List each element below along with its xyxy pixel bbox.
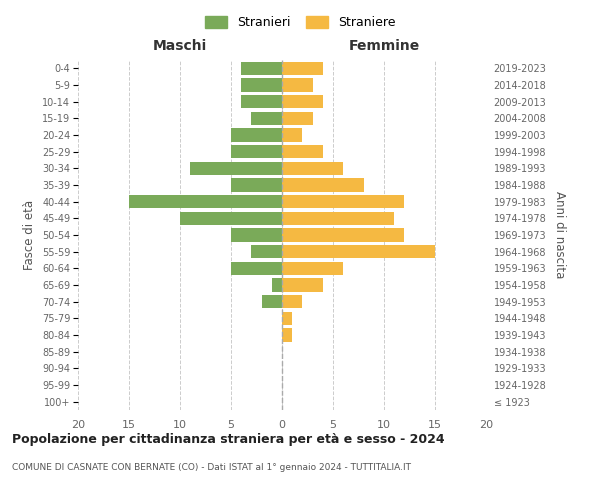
Bar bbox=[282, 195, 404, 208]
Bar bbox=[282, 312, 292, 325]
Bar bbox=[231, 262, 282, 275]
Y-axis label: Fasce di età: Fasce di età bbox=[23, 200, 37, 270]
Bar bbox=[241, 78, 282, 92]
Text: Popolazione per cittadinanza straniera per età e sesso - 2024: Popolazione per cittadinanza straniera p… bbox=[12, 432, 445, 446]
Bar bbox=[241, 95, 282, 108]
Bar bbox=[282, 328, 292, 342]
Bar bbox=[262, 295, 282, 308]
Bar bbox=[190, 162, 282, 175]
Legend: Stranieri, Straniere: Stranieri, Straniere bbox=[199, 11, 401, 34]
Bar bbox=[282, 245, 435, 258]
Bar bbox=[282, 162, 343, 175]
Text: Maschi: Maschi bbox=[153, 39, 207, 53]
Bar bbox=[282, 295, 302, 308]
Bar bbox=[282, 262, 343, 275]
Text: COMUNE DI CASNATE CON BERNATE (CO) - Dati ISTAT al 1° gennaio 2024 - TUTTITALIA.: COMUNE DI CASNATE CON BERNATE (CO) - Dat… bbox=[12, 462, 411, 471]
Bar bbox=[251, 245, 282, 258]
Bar bbox=[241, 62, 282, 75]
Text: Femmine: Femmine bbox=[349, 39, 419, 53]
Bar bbox=[282, 128, 302, 141]
Bar bbox=[282, 212, 394, 225]
Bar bbox=[282, 278, 323, 291]
Bar bbox=[129, 195, 282, 208]
Bar bbox=[282, 95, 323, 108]
Bar bbox=[282, 62, 323, 75]
Bar bbox=[272, 278, 282, 291]
Bar bbox=[282, 178, 364, 192]
Bar bbox=[231, 228, 282, 241]
Bar bbox=[251, 112, 282, 125]
Bar bbox=[282, 228, 404, 241]
Bar bbox=[282, 145, 323, 158]
Bar bbox=[231, 178, 282, 192]
Y-axis label: Anni di nascita: Anni di nascita bbox=[553, 192, 566, 278]
Bar bbox=[231, 128, 282, 141]
Bar bbox=[282, 78, 313, 92]
Bar bbox=[282, 112, 313, 125]
Bar bbox=[180, 212, 282, 225]
Bar bbox=[231, 145, 282, 158]
